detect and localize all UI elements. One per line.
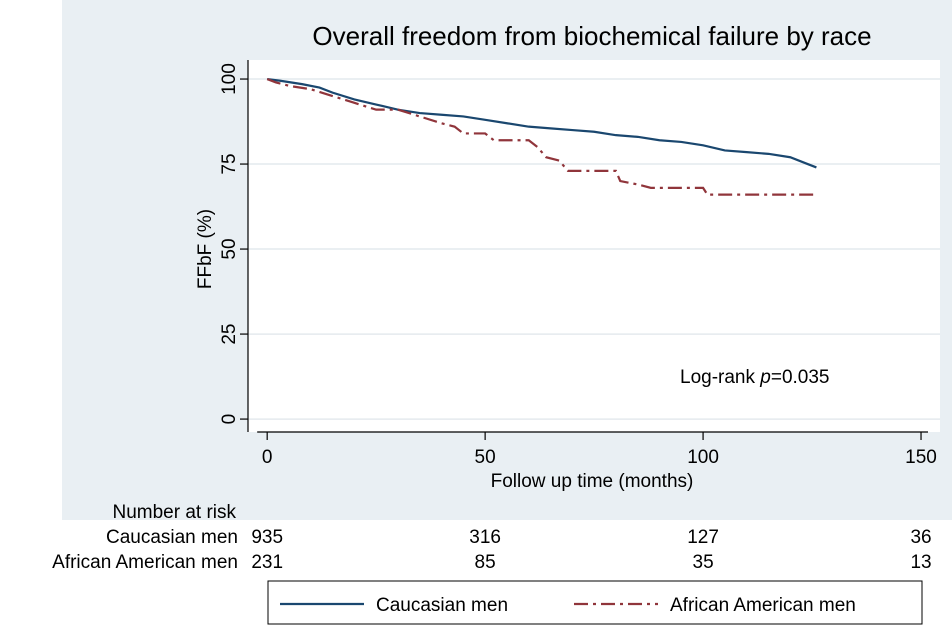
- risk-row-name: Caucasian men: [106, 527, 238, 548]
- x-tick-label: 150: [905, 447, 937, 468]
- risk-value: 935: [251, 527, 283, 548]
- risk-value: 316: [469, 527, 501, 548]
- risk-value: 35: [693, 552, 714, 573]
- plot-area: [248, 60, 940, 432]
- risk-value: 13: [910, 552, 931, 573]
- x-tick-label: 0: [262, 447, 273, 468]
- y-tick-label: 100: [219, 63, 240, 95]
- y-axis-label: FFbF (%): [195, 209, 216, 289]
- annotation-text: =0.035: [771, 367, 830, 388]
- risk-value: 127: [687, 527, 719, 548]
- risk-row-name: African American men: [52, 552, 238, 573]
- x-tick-label: 100: [687, 447, 719, 468]
- risk-value: 231: [251, 552, 283, 573]
- legend: [267, 580, 923, 625]
- annotation-text: p: [759, 367, 771, 388]
- risk-table-title: Number at risk: [112, 502, 236, 523]
- chart-title: Overall freedom from biochemical failure…: [312, 21, 871, 51]
- survival-curve: [267, 77, 817, 169]
- x-axis-label: Follow up time (months): [491, 471, 694, 492]
- legend-label: African American men: [670, 595, 856, 616]
- annotation-text: Log-rank: [680, 367, 760, 388]
- y-tick-label: 0: [219, 414, 240, 425]
- legend-label: Caucasian men: [376, 595, 508, 616]
- survival-curve: [266, 78, 817, 196]
- y-tick-label: 25: [219, 323, 240, 344]
- risk-value: 36: [910, 527, 931, 548]
- risk-value: 85: [475, 552, 496, 573]
- y-tick-label: 75: [219, 153, 240, 174]
- y-tick-label: 50: [219, 238, 240, 259]
- x-tick-label: 50: [475, 447, 496, 468]
- annotation: Log-rank p=0.035: [680, 367, 830, 388]
